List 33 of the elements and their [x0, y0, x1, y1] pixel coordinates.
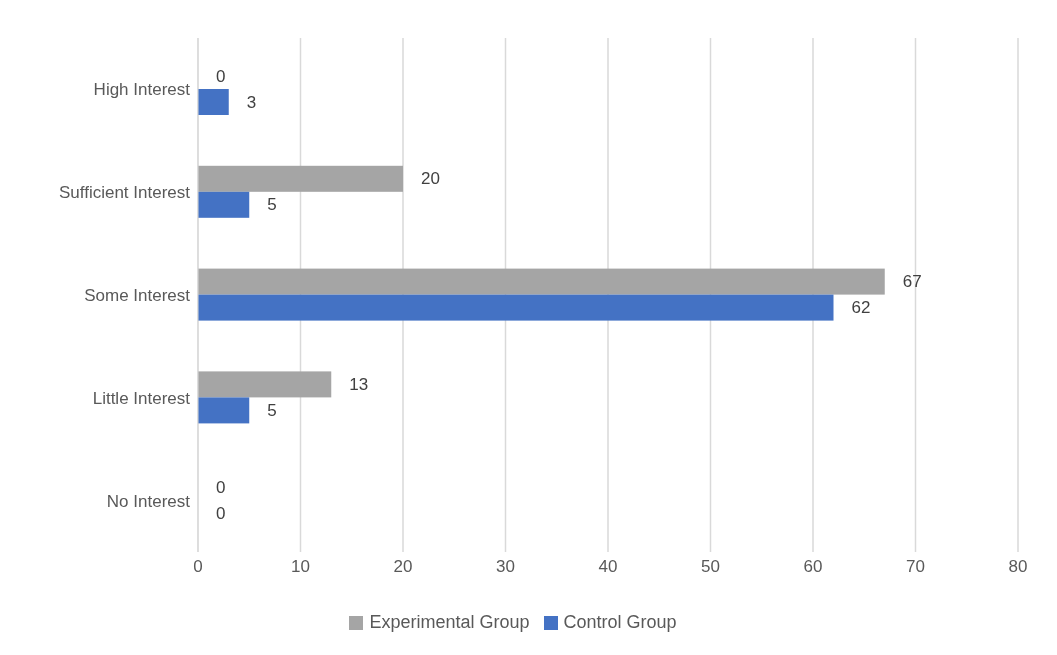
data-label: 0 [216, 503, 226, 523]
data-label: 0 [216, 477, 226, 497]
x-tick-label: 70 [906, 557, 925, 577]
data-label: 67 [902, 272, 922, 292]
bar [198, 165, 403, 192]
x-tick-label: 50 [701, 557, 720, 577]
bar [198, 191, 250, 218]
data-label: 20 [421, 169, 440, 189]
x-tick-label: 0 [193, 557, 203, 577]
y-tick-label: No Interest [106, 491, 191, 511]
x-tick-label: 20 [393, 557, 413, 577]
x-tick-label: 30 [496, 557, 515, 577]
y-tick-label: Sufficient Interest [58, 183, 191, 203]
legend-label: Experimental Group [368, 612, 530, 633]
data-label: 13 [349, 374, 369, 394]
x-tick-label: 40 [598, 557, 618, 577]
x-tick-label: 80 [1008, 557, 1028, 577]
data-label: 0 [216, 66, 226, 86]
y-tick-label: Some Interest [84, 286, 191, 306]
bar [198, 371, 332, 398]
data-label: 62 [851, 298, 871, 318]
data-label: 5 [267, 195, 277, 215]
data-label: 5 [267, 400, 277, 420]
bar [198, 268, 885, 295]
bar [198, 89, 229, 115]
x-tick-label: 60 [803, 557, 823, 577]
bar [198, 294, 834, 321]
legend-label: Control Group [562, 612, 677, 633]
y-tick-label: High Interest [93, 80, 191, 100]
bar [198, 397, 250, 424]
data-label: 3 [246, 92, 257, 112]
x-tick-label: 10 [291, 557, 310, 577]
y-tick-label: Little Interest [92, 388, 191, 408]
